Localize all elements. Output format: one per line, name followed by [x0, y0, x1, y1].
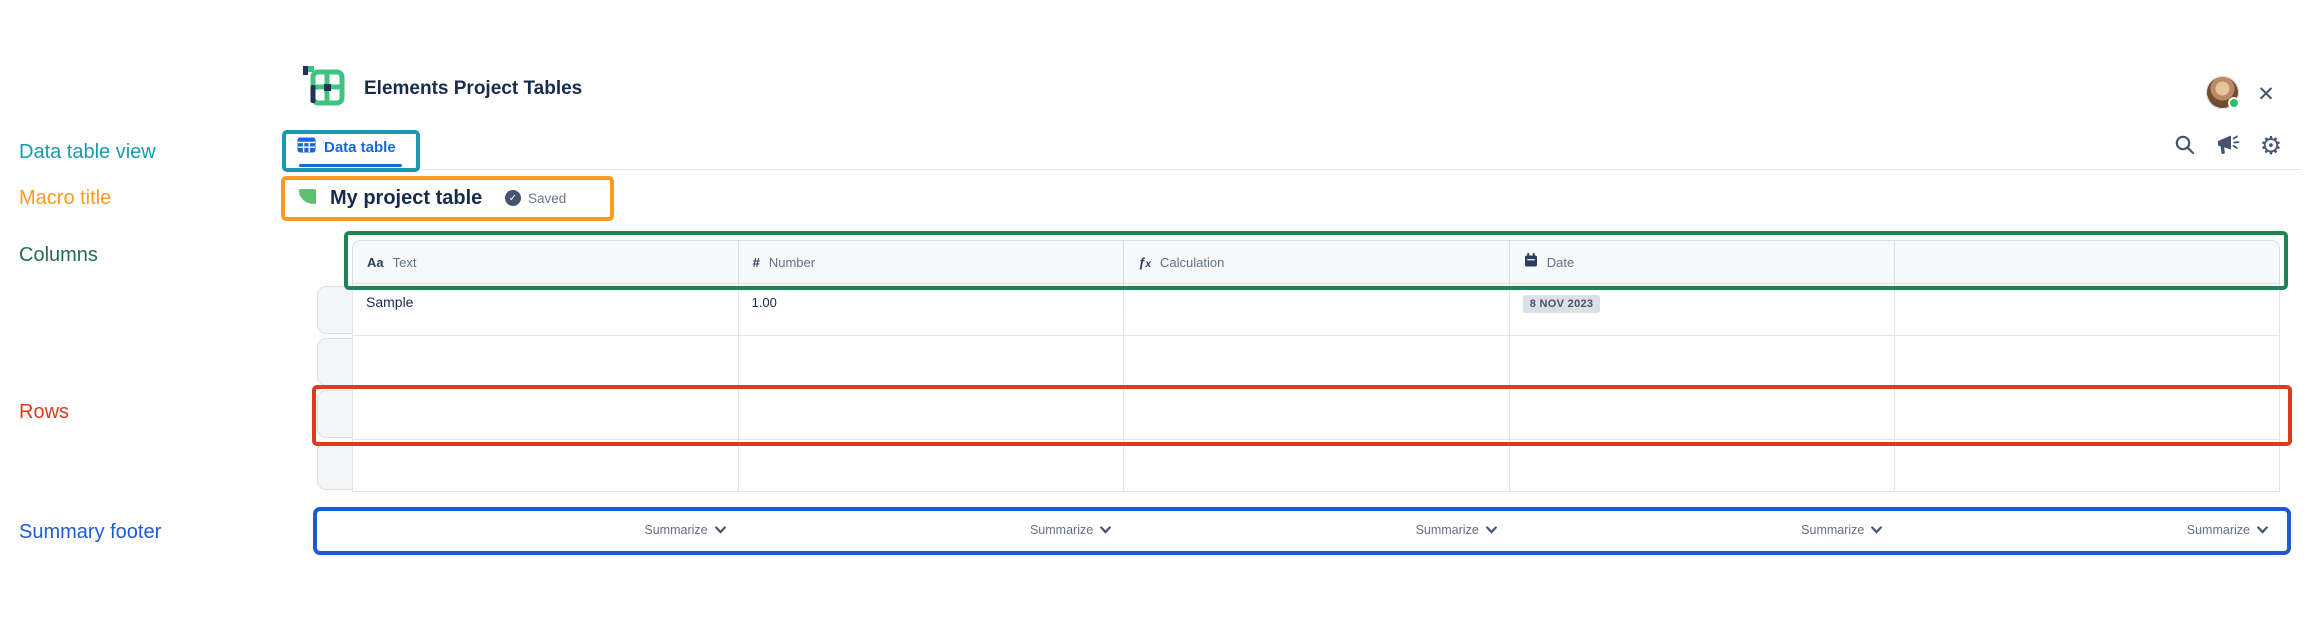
chevron-down-icon: [1485, 521, 1497, 539]
column-label: Number: [768, 254, 816, 270]
annotation-label-columns: Columns: [19, 244, 98, 266]
table-cell[interactable]: [353, 440, 739, 491]
column-header-text[interactable]: Aa Text: [353, 241, 739, 283]
table-cell[interactable]: [1124, 388, 1510, 439]
annotation-label-rows: Rows: [19, 401, 70, 423]
number-type-icon: #: [752, 254, 760, 270]
settings-gear-icon[interactable]: ⚙: [2259, 130, 2283, 160]
table-cell[interactable]: [353, 388, 739, 439]
date-badge[interactable]: 8 NOV 2023: [1522, 295, 1601, 313]
annotation-label-summary-footer: Summary footer: [19, 521, 162, 543]
summarize-dropdown[interactable]: Summarize: [1509, 507, 1895, 553]
row-drag-handle[interactable]: [317, 442, 352, 490]
chevron-down-icon: [1100, 521, 1112, 539]
table-cell[interactable]: [1895, 440, 2281, 491]
app-title: Elements Project Tables: [364, 78, 583, 99]
table-cell[interactable]: [1895, 284, 2281, 335]
row-drag-handle[interactable]: [317, 338, 352, 386]
summarize-dropdown[interactable]: Summarize: [1894, 507, 2280, 553]
leaf-icon: [299, 189, 316, 204]
table-cell[interactable]: [353, 336, 739, 387]
column-label: Calculation: [1159, 254, 1225, 270]
action-icon-bar: ⚙: [2172, 132, 2284, 158]
summarize-label: Summarize: [1029, 523, 1094, 537]
table-cell[interactable]: [1510, 440, 1896, 491]
table-cell[interactable]: [739, 388, 1125, 439]
online-status-dot: [2228, 97, 2240, 109]
table-cell[interactable]: [739, 440, 1125, 491]
tab-data-table-label: Data table: [324, 139, 396, 156]
chevron-down-icon: [2257, 521, 2268, 539]
calculation-type-icon: ƒx: [1138, 254, 1151, 270]
column-header-number[interactable]: # Number: [739, 241, 1125, 283]
table-cell[interactable]: [1124, 336, 1510, 387]
summarize-label: Summarize: [1415, 523, 1479, 537]
summarize-label: Summarize: [644, 523, 708, 537]
summarize-label: Summarize: [1801, 523, 1865, 537]
row-drag-handle[interactable]: [317, 390, 352, 438]
user-avatar[interactable]: [2206, 76, 2240, 109]
table-row: [353, 388, 2279, 440]
table-cell[interactable]: [1510, 388, 1896, 439]
saved-status-badge: ✓ Saved: [505, 190, 566, 206]
table-row: [353, 440, 2279, 492]
table-cell[interactable]: [1510, 336, 1896, 387]
saved-status-label: Saved: [528, 190, 567, 206]
text-type-icon: Aa: [367, 254, 384, 270]
summary-footer-row: Summarize Summarize Summarize Summarize …: [352, 507, 2280, 553]
summarize-dropdown[interactable]: Summarize: [738, 507, 1124, 553]
macro-title-field[interactable]: My project table: [330, 187, 483, 209]
announcement-icon[interactable]: [2215, 132, 2241, 158]
cell-value: 1.00: [751, 295, 777, 310]
chevron-down-icon: [1871, 521, 1883, 539]
table-body: Sample 1.00 8 NOV 2023: [352, 284, 2280, 492]
table-cell[interactable]: [739, 336, 1125, 387]
table-header-row: Aa Text # Number ƒx Calculation Date: [352, 240, 2280, 284]
cell-value: Sample: [366, 294, 414, 310]
search-icon[interactable]: [2172, 132, 2198, 158]
active-tab-indicator: [299, 164, 402, 167]
table-cell[interactable]: 1.00: [739, 284, 1125, 335]
annotation-label-macro-title: Macro title: [19, 187, 112, 209]
row-drag-handle[interactable]: [317, 286, 352, 334]
tab-bar-divider: [283, 169, 2301, 170]
table-grid-icon: [297, 137, 316, 158]
column-header-date[interactable]: Date: [1510, 241, 1896, 283]
column-header-empty[interactable]: [1895, 241, 2281, 283]
table-cell[interactable]: [1895, 336, 2281, 387]
table-cell[interactable]: [1124, 284, 1510, 335]
check-circle-icon: ✓: [505, 190, 521, 206]
table-row: Sample 1.00 8 NOV 2023: [353, 284, 2279, 336]
table-cell[interactable]: 8 NOV 2023: [1510, 284, 1896, 335]
summarize-dropdown[interactable]: Summarize: [352, 507, 738, 553]
close-icon[interactable]: ✕: [2257, 82, 2275, 106]
annotation-label-data-table-view: Data table view: [19, 141, 156, 163]
table-cell[interactable]: [1124, 440, 1510, 491]
summarize-label: Summarize: [2186, 523, 2250, 537]
column-label: Date: [1546, 254, 1575, 270]
table-cell[interactable]: [1895, 388, 2281, 439]
column-header-calculation[interactable]: ƒx Calculation: [1124, 241, 1510, 283]
table-row: [353, 336, 2279, 388]
chevron-down-icon: [714, 521, 726, 539]
table-cell[interactable]: Sample: [353, 284, 739, 335]
column-label: Text: [392, 254, 417, 270]
app-logo-icon: [300, 64, 346, 108]
tab-data-table[interactable]: Data table: [297, 137, 396, 158]
summarize-dropdown[interactable]: Summarize: [1123, 507, 1509, 553]
date-type-icon: [1524, 252, 1538, 272]
